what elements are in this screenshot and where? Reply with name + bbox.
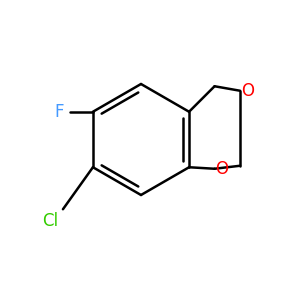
Text: O: O — [241, 82, 254, 100]
Text: O: O — [216, 160, 229, 178]
Text: Cl: Cl — [42, 212, 58, 230]
Text: F: F — [54, 103, 64, 121]
